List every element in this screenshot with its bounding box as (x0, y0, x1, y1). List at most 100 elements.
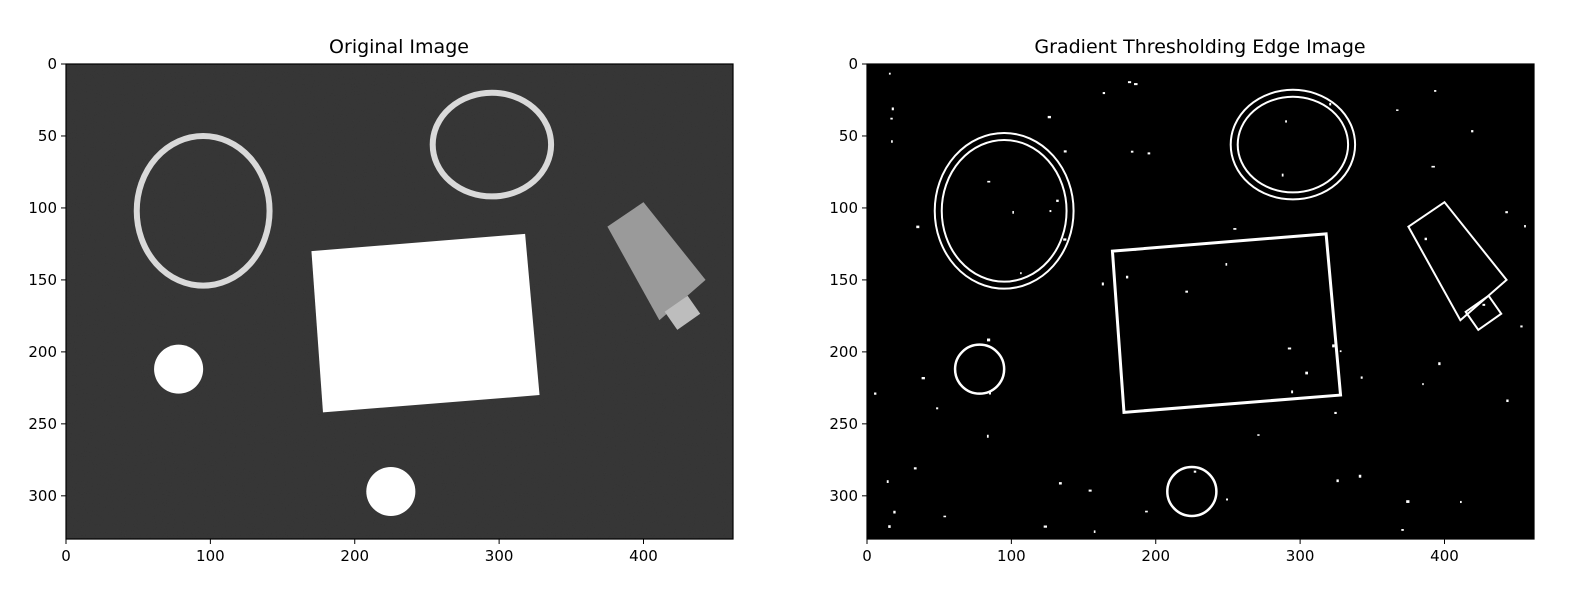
edge-speck (921, 376, 925, 380)
edge-speck (1287, 347, 1292, 350)
y-tick-label: 250 (28, 415, 57, 433)
edge-speck (890, 117, 893, 120)
panel-title-edges: Gradient Thresholding Edge Image (1034, 36, 1365, 58)
panel-title-original: Original Image (329, 36, 469, 58)
edge-speck (1145, 510, 1148, 513)
edge-speck (1339, 350, 1342, 353)
edge-speck (1147, 152, 1151, 155)
edge-speck (1471, 130, 1474, 133)
edge-speck (1058, 482, 1062, 485)
x-tick-label: 0 (61, 547, 71, 565)
edge-speck (1012, 210, 1014, 214)
y-tick-label: 0 (47, 55, 57, 73)
edge-speck (936, 407, 939, 410)
edge-speck (1336, 479, 1339, 483)
edge-speck (1434, 90, 1437, 92)
edge-speck (1056, 199, 1059, 202)
edge-speck (874, 392, 877, 395)
y-tick-label: 50 (839, 127, 858, 145)
edge-speck (888, 72, 891, 75)
edge-speck (1257, 434, 1260, 436)
y-tick-label: 200 (829, 343, 858, 361)
edge-speck (988, 391, 991, 395)
edge-speck (1281, 173, 1284, 177)
small-coin-edge (953, 343, 1006, 395)
edge-speck (1285, 120, 1287, 123)
y-tick-label: 0 (848, 55, 858, 73)
edge-speck (1438, 362, 1441, 366)
edge-background (867, 64, 1534, 539)
edge-speck (1358, 474, 1362, 478)
x-tick-label: 200 (1141, 547, 1170, 565)
x-tick-label: 300 (485, 547, 514, 565)
edge-speck (1506, 399, 1509, 403)
x-tick-label: 200 (340, 547, 369, 565)
edge-speck (1063, 238, 1067, 241)
edge-speck (913, 467, 917, 470)
x-tick-label: 400 (629, 547, 658, 565)
edge-speck (1125, 275, 1129, 279)
edge-speck (1226, 498, 1228, 501)
edge-speck (1193, 470, 1197, 473)
edge-speck (1360, 376, 1363, 379)
x-tick-label: 0 (862, 547, 872, 565)
edge-speck (891, 140, 893, 143)
edge-noise-specks (874, 72, 1526, 533)
edge-speck (916, 225, 920, 229)
y-tick-label: 100 (829, 199, 858, 217)
y-tick-label: 150 (829, 271, 858, 289)
y-tick-label: 50 (38, 127, 57, 145)
image-edges (867, 64, 1534, 539)
edge-speck (1334, 411, 1337, 414)
image-original (66, 64, 733, 539)
edge-speck (893, 510, 896, 514)
white-card (311, 233, 540, 413)
edge-speck (1047, 115, 1051, 119)
y-tick-label: 300 (28, 487, 57, 505)
edge-speck (1396, 109, 1399, 111)
edge-speck (1088, 489, 1092, 492)
x-tick-label: 400 (1430, 547, 1459, 565)
edge-speck (1424, 237, 1427, 241)
edge-speck (1233, 228, 1237, 230)
edge-speck (1305, 371, 1308, 375)
y-tick-label: 150 (28, 271, 57, 289)
ticks-edges: 0 100 200 300 400 0 50 100 150 200 250 300 (829, 55, 1458, 565)
axes-frame-original (65, 63, 734, 540)
edge-speck (1093, 530, 1096, 533)
edge-speck (1049, 210, 1052, 213)
small-rubber-band-inner-edge (1236, 95, 1350, 194)
edge-speck (987, 338, 991, 342)
small-rubber-band (429, 89, 555, 200)
edge-speck (1332, 344, 1335, 348)
edge-speck (943, 515, 947, 518)
edge-speck (1020, 272, 1022, 275)
axes-frame-edges (866, 63, 1535, 540)
edge-speck (1520, 325, 1523, 328)
edge-speck (1431, 165, 1435, 168)
edge-speck (1401, 529, 1404, 531)
edge-speck (1102, 92, 1106, 95)
edge-speck (1291, 390, 1294, 394)
edge-speck (1127, 81, 1132, 84)
edge-speck (987, 180, 991, 183)
edge-speck (1524, 225, 1526, 228)
bottle-cap-nozzle (664, 295, 701, 330)
large-coin (366, 467, 416, 516)
edge-speck (1043, 525, 1048, 528)
panel-original: Original Image 0 100 200 300 400 0 50 100 150 200… (28, 36, 734, 565)
y-tick-label: 100 (28, 199, 57, 217)
bottle-cap-edge (1407, 200, 1508, 322)
large-rubber-band-inner-edge (940, 138, 1068, 283)
small-rubber-band-outer-edge (1229, 88, 1357, 201)
edge-speck (1185, 290, 1188, 293)
large-rubber-band (133, 132, 273, 289)
edge-speck (1482, 303, 1486, 306)
edge-speck (1130, 150, 1134, 153)
edge-speck (1329, 102, 1332, 106)
edge-speck (886, 480, 889, 483)
small-coin (154, 344, 204, 394)
x-tick-label: 100 (997, 547, 1026, 565)
objects-edges (933, 88, 1508, 518)
